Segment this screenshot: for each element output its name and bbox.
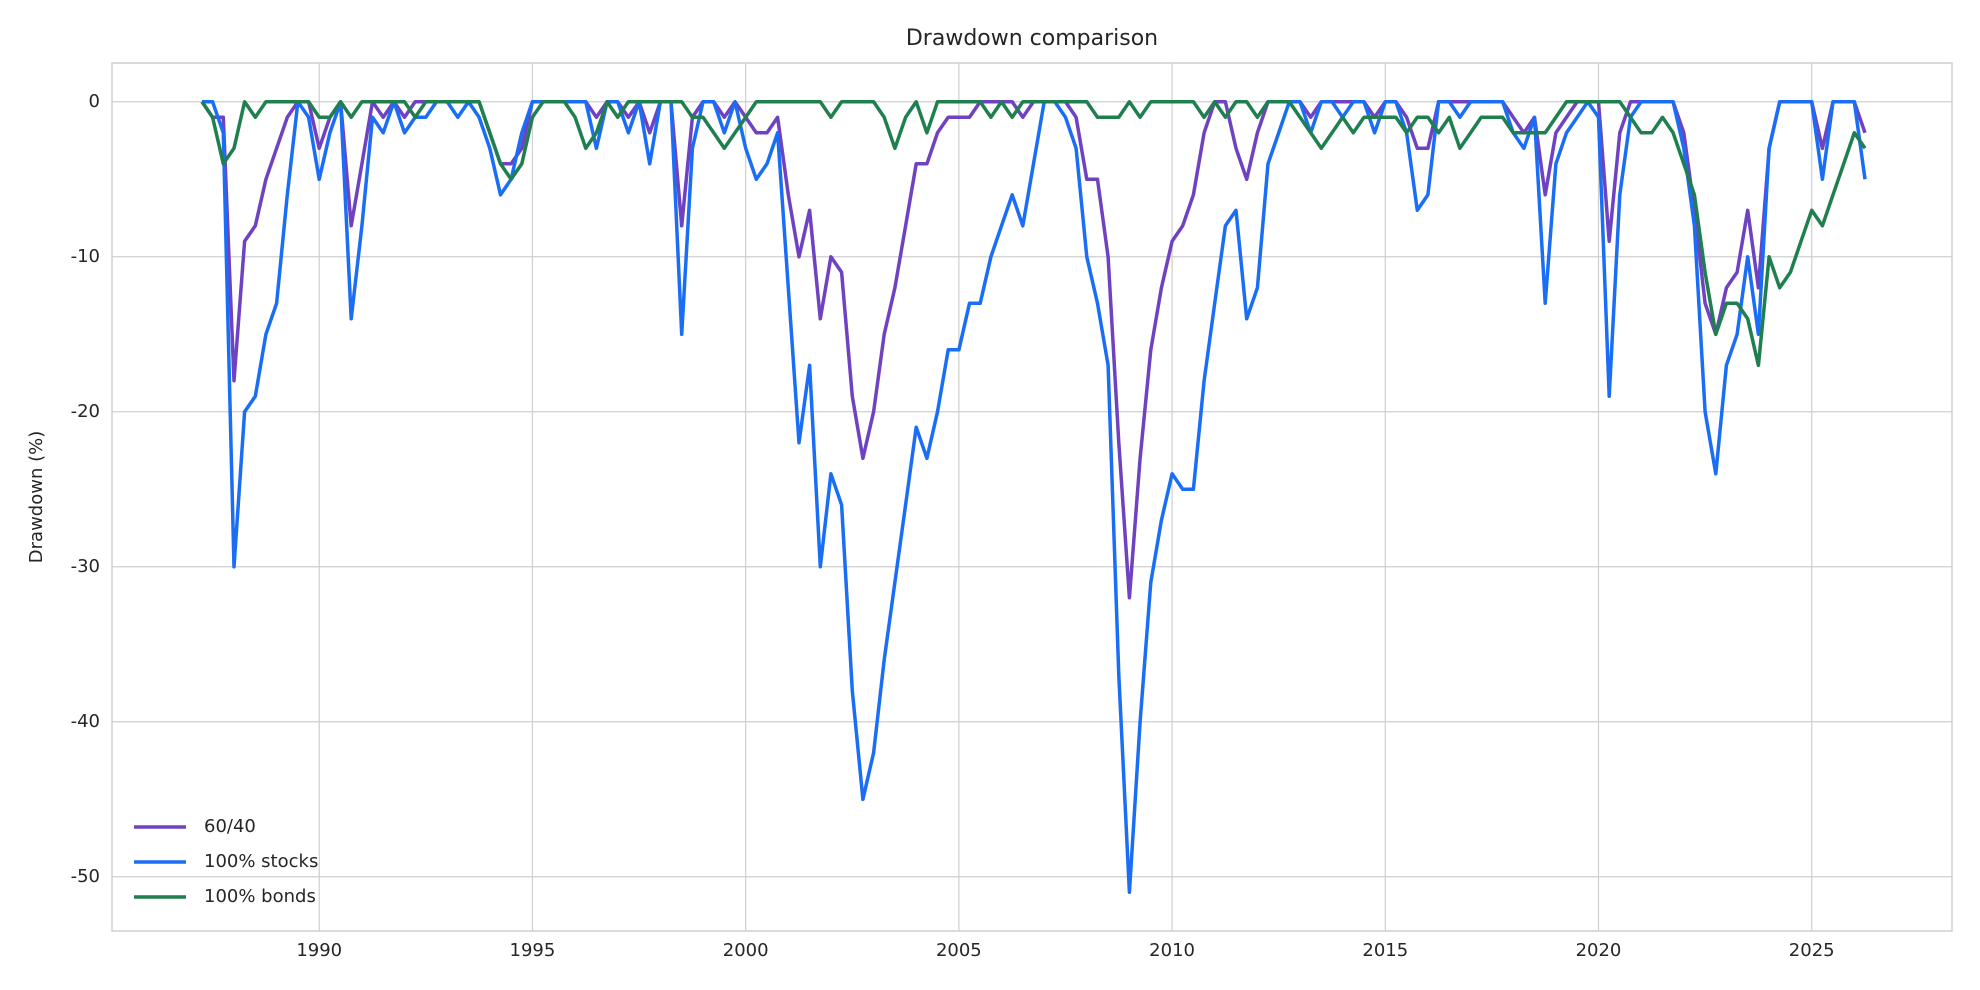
x-tick-label: 2015: [1362, 940, 1408, 961]
x-tick-label: 2010: [1149, 940, 1195, 961]
x-tick-label: 2005: [936, 940, 982, 961]
y-tick-label: -10: [71, 246, 100, 267]
legend-label: 100% stocks: [204, 851, 318, 872]
series-line: [200, 100, 1867, 368]
legend-label: 100% bonds: [204, 886, 316, 907]
x-tick-label: 1990: [296, 940, 342, 961]
legend-label: 60/40: [204, 816, 256, 837]
plot-frame: [111, 62, 1953, 932]
y-tick-label: 0: [89, 91, 100, 112]
x-tick-label: 2020: [1576, 940, 1622, 961]
series-line: [200, 100, 1867, 600]
y-axis-label: Drawdown (%): [26, 431, 47, 563]
chart-title: Drawdown comparison: [906, 26, 1158, 51]
y-tick-label: -20: [71, 401, 100, 422]
x-tick-label: 1995: [510, 940, 556, 961]
series-line: [202, 100, 1867, 895]
y-tick-label: -40: [71, 711, 100, 732]
y-tick-label: -50: [71, 866, 100, 887]
x-tick-label: 2025: [1789, 940, 1835, 961]
y-tick-label: -30: [71, 556, 100, 577]
x-tick-label: 2000: [723, 940, 769, 961]
